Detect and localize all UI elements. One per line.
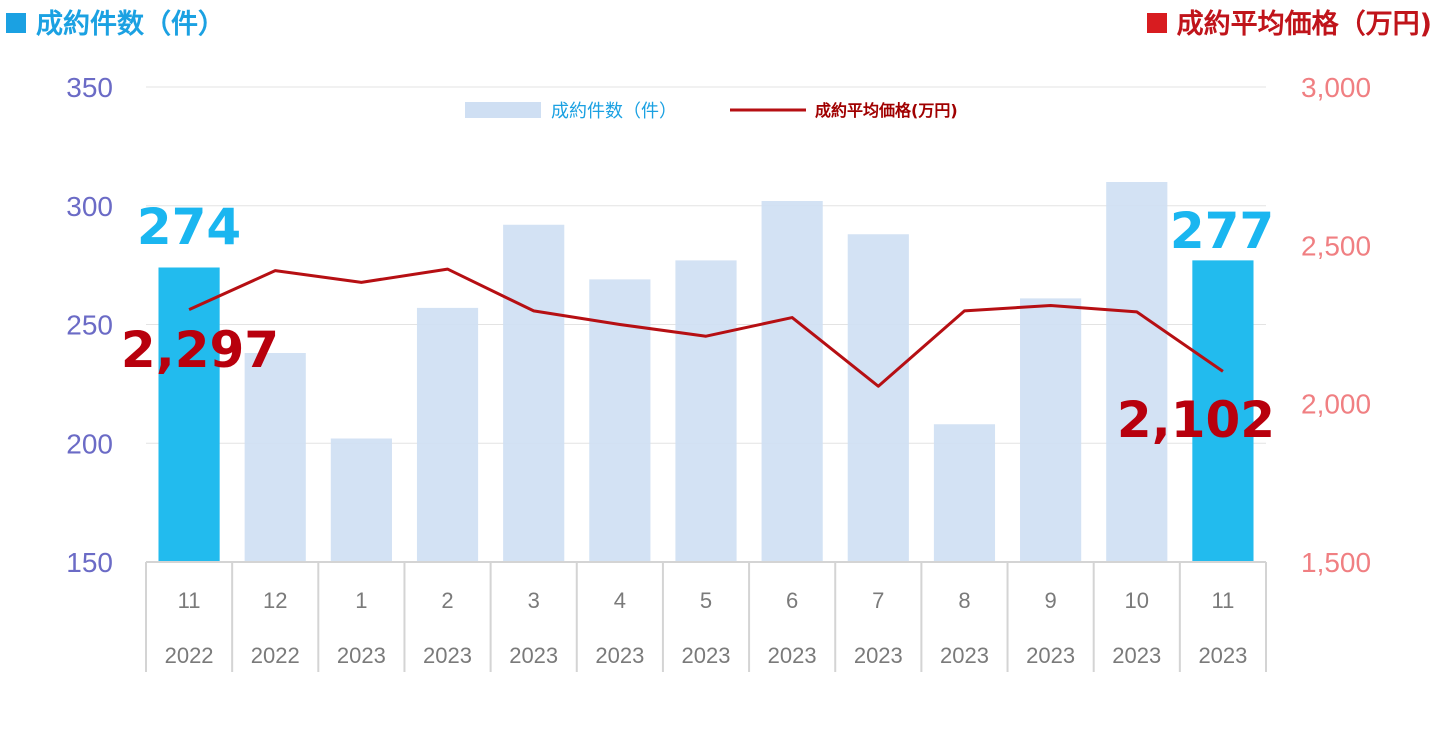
x-tick-year: 2023 xyxy=(509,643,558,668)
bar xyxy=(503,224,565,562)
right-axis-tick-label: 1,500 xyxy=(1301,547,1371,578)
left-axis-tick-label: 250 xyxy=(66,310,113,341)
left-legend-square-icon xyxy=(6,12,26,33)
x-tick-year: 2023 xyxy=(595,643,644,668)
bar xyxy=(1106,182,1168,562)
x-tick-month: 1 xyxy=(355,588,367,613)
x-tick-month: 10 xyxy=(1125,588,1149,613)
right-axis: 1,500 2,000 2,500 3,000 xyxy=(1301,72,1371,578)
legend: 成約件数（件） 成約平均価格(万円) xyxy=(465,101,958,122)
legend-bar-label: 成約件数（件） xyxy=(551,101,677,122)
x-tick-year: 2023 xyxy=(1026,643,1075,668)
x-tick-month: 8 xyxy=(958,588,970,613)
bar xyxy=(244,353,306,562)
right-title-text: 成約平均価格（万円) xyxy=(1176,9,1432,40)
x-tick-year: 2023 xyxy=(1198,643,1247,668)
right-axis-title: 成約平均価格（万円) xyxy=(1146,2,1432,41)
left-title-text: 成約件数（件） xyxy=(36,9,225,40)
right-axis-tick-label: 3,000 xyxy=(1301,72,1371,103)
bar xyxy=(933,424,996,562)
left-axis-tick-label: 200 xyxy=(66,428,113,459)
x-tick-month: 5 xyxy=(700,588,712,613)
x-tick-month: 9 xyxy=(1044,588,1056,613)
bar xyxy=(158,267,220,562)
x-tick-month: 6 xyxy=(786,588,798,613)
line-label-first: 2,297 xyxy=(121,321,279,379)
left-axis-tick-label: 300 xyxy=(66,191,113,222)
x-tick-year: 2023 xyxy=(682,643,731,668)
bar-series xyxy=(158,182,1254,562)
bar-label-first: 274 xyxy=(137,198,241,256)
bar-label-last: 277 xyxy=(1170,202,1274,260)
x-tick-month: 2 xyxy=(441,588,453,613)
x-tick-month: 11 xyxy=(1212,588,1235,613)
bar xyxy=(675,260,737,562)
left-axis-title: 成約件数（件） xyxy=(6,2,225,41)
x-tick-year: 2023 xyxy=(768,643,817,668)
x-tick-year: 2023 xyxy=(1112,643,1161,668)
x-tick-month: 4 xyxy=(614,588,626,613)
x-tick-year: 2023 xyxy=(940,643,989,668)
line-series xyxy=(188,267,1224,388)
x-tick-year: 2023 xyxy=(337,643,386,668)
x-tick-year: 2023 xyxy=(854,643,903,668)
bar xyxy=(1192,260,1254,562)
x-tick-year: 2023 xyxy=(423,643,472,668)
right-axis-tick-label: 2,500 xyxy=(1301,230,1371,261)
right-legend-square-icon xyxy=(1146,12,1167,33)
bar xyxy=(1020,298,1082,562)
legend-bar-swatch xyxy=(465,102,541,118)
x-tick-month: 3 xyxy=(528,588,540,613)
bar xyxy=(761,201,823,562)
bar xyxy=(330,438,392,562)
x-tick-year: 2022 xyxy=(251,643,300,668)
legend-line-label: 成約平均価格(万円) xyxy=(815,101,958,120)
x-axis: 11 2022 12 2022 1 2023 2 2023 3 2023 4 2023 5 2023 6 20… xyxy=(145,561,1267,672)
x-tick-year: 2022 xyxy=(165,643,214,668)
line-label-last: 2,102 xyxy=(1117,391,1275,449)
left-axis-tick-label: 150 xyxy=(66,547,113,578)
data-labels: 274 277 2,297 2,102 xyxy=(121,198,1275,449)
price-line xyxy=(188,267,1224,388)
x-tick-month: 7 xyxy=(872,588,884,613)
left-axis: 150 200 250 300 350 xyxy=(66,72,113,578)
bar xyxy=(416,307,479,562)
bar xyxy=(847,234,909,562)
x-tick-month: 11 xyxy=(178,588,201,613)
left-axis-tick-label: 350 xyxy=(66,72,113,103)
right-axis-tick-label: 2,000 xyxy=(1301,389,1371,420)
x-tick-month: 12 xyxy=(263,588,287,613)
